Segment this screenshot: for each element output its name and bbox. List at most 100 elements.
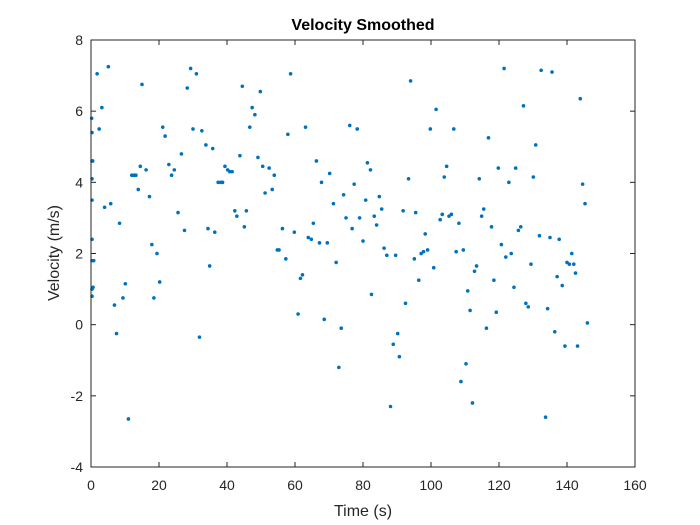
data-point [526, 305, 531, 309]
data-point [352, 182, 356, 186]
data-point [431, 265, 436, 270]
x-tick-label: 140 [555, 477, 579, 493]
data-point [440, 212, 445, 217]
data-point [474, 264, 479, 268]
data-point [548, 235, 552, 240]
data-point [499, 242, 504, 247]
data-point [172, 168, 177, 172]
data-point [531, 175, 536, 179]
data-point [250, 105, 254, 110]
data-point [230, 169, 234, 174]
data-point [575, 344, 580, 348]
data-point [513, 166, 518, 170]
data-point [327, 171, 332, 176]
data-point [377, 194, 382, 199]
data-point [423, 232, 428, 236]
data-point [569, 251, 574, 256]
data-point [182, 228, 187, 233]
data-point [509, 251, 514, 256]
data-point [309, 237, 314, 242]
data-point [572, 262, 576, 266]
data-point [134, 173, 138, 178]
data-point [521, 104, 526, 108]
data-point [406, 176, 411, 181]
data-point [578, 96, 583, 101]
data-point [188, 66, 193, 71]
data-point [457, 221, 461, 226]
data-point [408, 79, 413, 83]
data-point [494, 310, 499, 315]
data-point [481, 207, 486, 211]
data-point [580, 182, 585, 186]
data-point [157, 280, 162, 284]
data-point [263, 191, 267, 195]
data-point [244, 209, 249, 213]
data-point [344, 216, 348, 220]
x-tick-label: 80 [355, 477, 371, 493]
data-point [555, 274, 559, 279]
data-point [524, 301, 528, 306]
y-axis-label: Velocity (m/s) [46, 205, 63, 301]
data-point [212, 230, 217, 234]
data-point [303, 125, 308, 129]
data-point [395, 331, 400, 336]
data-point [179, 152, 184, 156]
data-point [502, 66, 506, 71]
data-point [91, 285, 95, 290]
data-point [484, 326, 489, 331]
data-point [529, 262, 533, 266]
data-point [496, 166, 501, 170]
data-point [425, 248, 430, 252]
data-point [451, 127, 456, 131]
data-point [583, 201, 587, 206]
data-point [537, 233, 542, 238]
data-point [296, 312, 300, 316]
y-tick-label: -4 [71, 459, 84, 475]
data-point [368, 168, 373, 172]
chart-title: Velocity Smoothed [291, 17, 434, 34]
data-point [428, 127, 433, 131]
data-point [95, 72, 99, 76]
data-markers [89, 64, 590, 421]
data-point [191, 127, 195, 131]
data-point [341, 192, 346, 197]
x-axis-label: Time (s) [334, 503, 392, 520]
data-point [300, 273, 305, 277]
y-tick-label: 6 [75, 103, 83, 119]
data-point [492, 278, 496, 282]
data-point [167, 162, 171, 167]
x-tick-label: 20 [151, 477, 167, 493]
data-point [518, 225, 523, 229]
data-point [512, 285, 516, 290]
data-point [337, 365, 341, 370]
data-point [140, 82, 144, 87]
data-point [317, 241, 322, 245]
data-point [449, 212, 454, 217]
x-tick-label: 40 [219, 477, 235, 493]
data-point [121, 296, 125, 300]
y-tick-label: 2 [75, 246, 83, 262]
data-point [138, 164, 143, 169]
data-point [504, 255, 508, 259]
data-point [543, 415, 548, 419]
data-point [413, 210, 418, 215]
data-point [421, 249, 426, 254]
data-point [442, 175, 447, 179]
data-point [280, 226, 285, 231]
data-point [292, 230, 297, 234]
data-point [388, 404, 393, 409]
data-point [100, 105, 104, 110]
data-point [454, 249, 458, 254]
x-tick-label: 0 [87, 477, 95, 493]
y-tick-label: 4 [75, 174, 83, 190]
data-point [194, 72, 199, 76]
data-point [331, 201, 336, 206]
data-point [123, 281, 128, 286]
data-point [136, 187, 141, 192]
data-point [284, 257, 288, 261]
data-point [585, 321, 590, 325]
data-point [319, 180, 324, 185]
data-point [357, 216, 362, 220]
data-point [477, 176, 482, 181]
data-point [468, 308, 472, 313]
